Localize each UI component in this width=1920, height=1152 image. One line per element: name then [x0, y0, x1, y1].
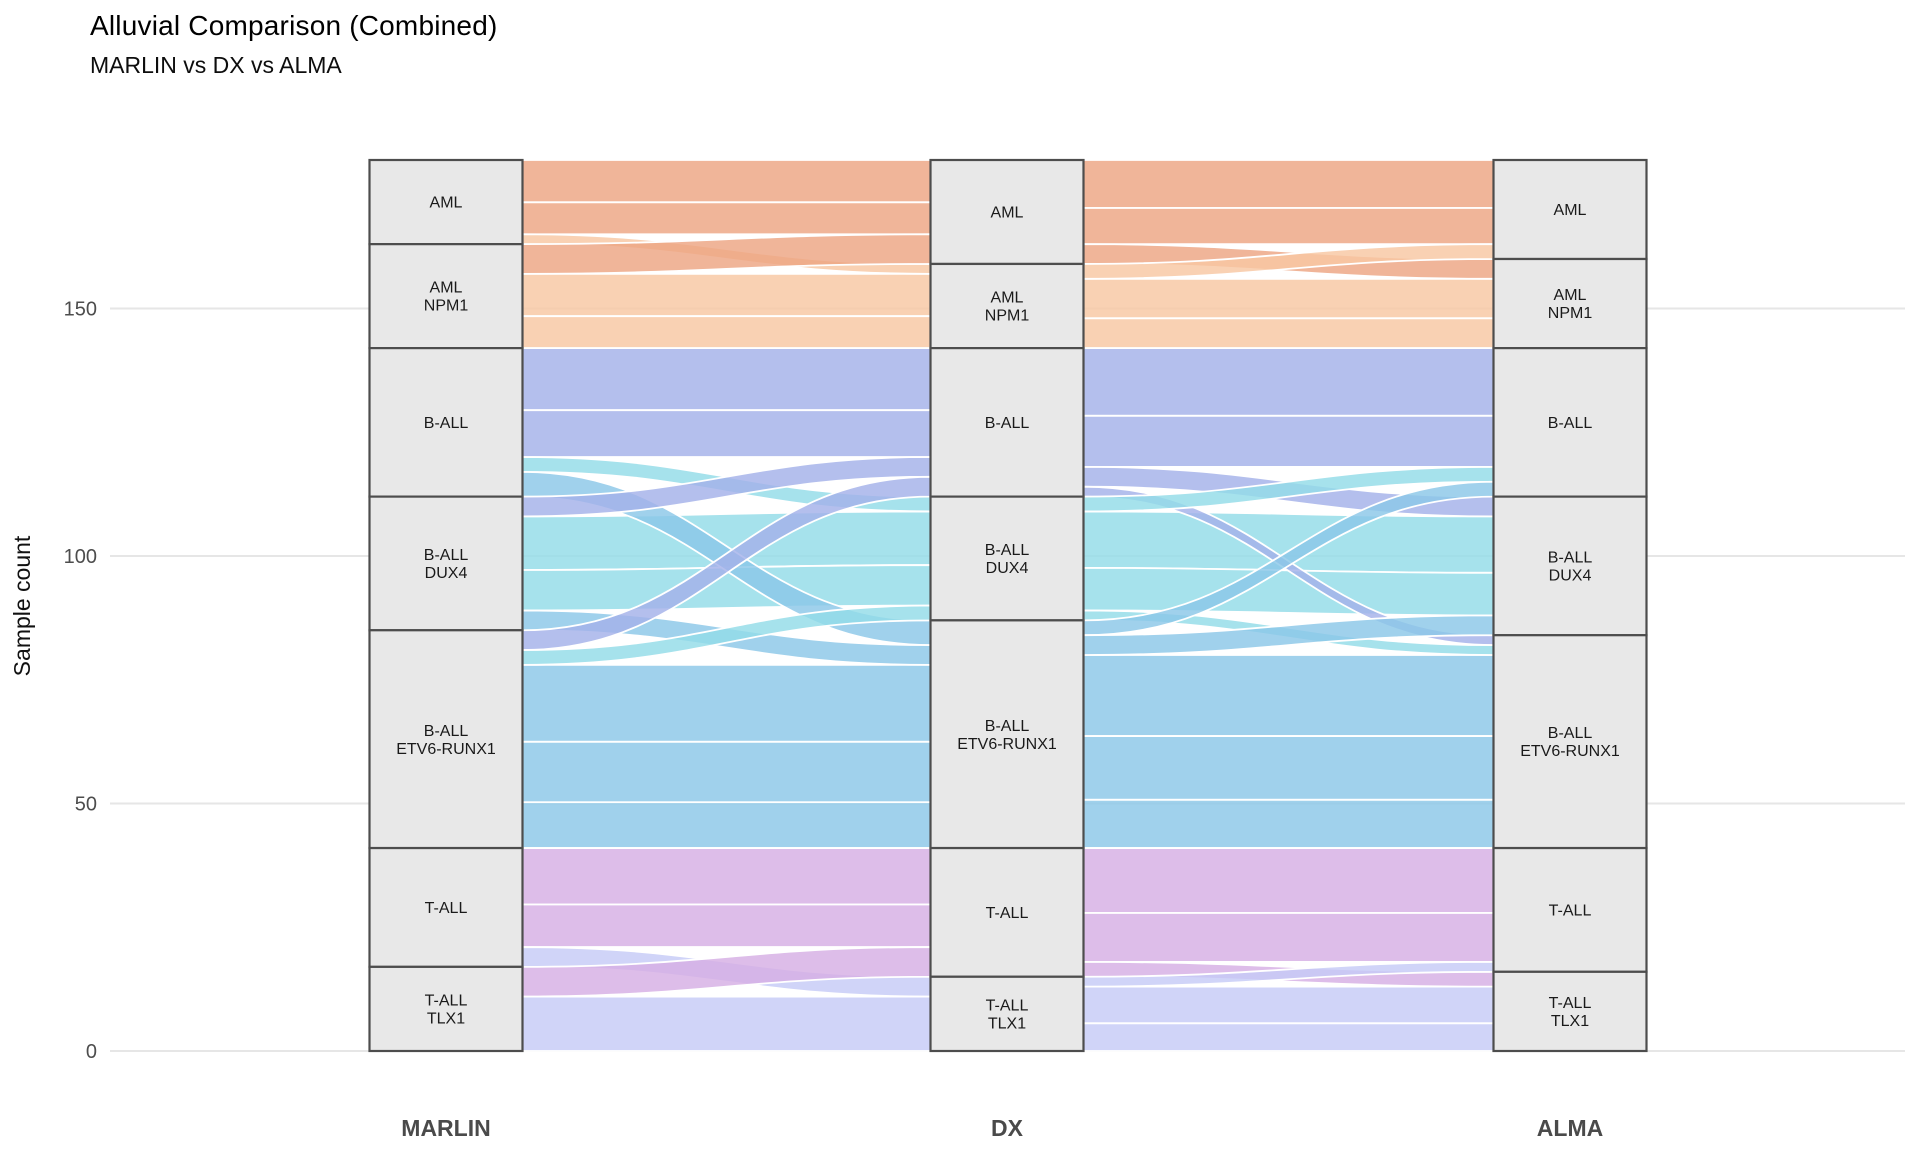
stratum-box-ALMA-AML [1492, 158, 1648, 261]
chart-title: Alluvial Comparison (Combined) [90, 10, 498, 41]
stratum-box-DX-B-ALL DUX4 [929, 495, 1085, 622]
stratum-label-MARLIN-B-ALL ETV6-RUNX1: B-ALL ETV6-RUNX1 [396, 723, 496, 758]
flow-DX-AML NPM1-to-ALMA-AML NPM1 [1082, 277, 1495, 320]
stratum-label-ALMA-AML NPM1: AML NPM1 [1548, 287, 1593, 322]
stratum-box-ALMA-AML NPM1 [1492, 257, 1648, 350]
stratum-label-DX-AML NPM1: AML NPM1 [985, 290, 1030, 325]
flow-DX-AML-to-ALMA-AML-part1 [1082, 207, 1495, 246]
stratum-box-MARLIN-T-ALL [368, 846, 524, 968]
stratum-label-ALMA-B-ALL: B-ALL [1548, 415, 1593, 432]
stratum-label-MARLIN-B-ALL: B-ALL [424, 415, 469, 432]
strata-boxes: AML AML NPM1 B-ALL B-ALL DUX4 B-ALL ETV6-RUNX1 T… [368, 158, 1648, 1053]
stratum-label-DX-B-ALL DUX4: B-ALL DUX4 [985, 542, 1030, 577]
y-tick-label-0: 0 [86, 1041, 97, 1063]
stratum-box-DX-B-ALL [929, 347, 1085, 498]
flow-MARLIN-B-ALL-to-DX-B-ALL-part1 [521, 409, 932, 458]
y-tick-label-150: 150 [64, 299, 97, 321]
flow-DX-B-ALL ETV6-RUNX1-to-ALMA-B-ALL ETV6-RUNX1-part1 [1082, 735, 1495, 801]
chart-subtitle: MARLIN vs DX vs ALMA [90, 52, 342, 78]
flow-MARLIN-B-ALL ETV6-RUNX1-to-DX-B-ALL ETV6-RUNX1-part1 [521, 740, 932, 804]
stratum-label-MARLIN-T-ALL TLX1: T-ALL TLX1 [425, 993, 468, 1028]
axis-annotations: MARLIN DX ALMA Sample count [9, 535, 1603, 1141]
flow-DX-B-ALL-to-ALMA-B-ALL-part1 [1082, 414, 1495, 468]
stratum-label-ALMA-T-ALL TLX1: T-ALL TLX1 [1549, 995, 1592, 1030]
flow-MARLIN-B-ALL ETV6-RUNX1-to-DX-B-ALL ETV6-RUNX1 [521, 663, 932, 743]
flow-DX-T-ALL TLX1-to-ALMA-T-ALL TLX1-part1 [1082, 1022, 1495, 1052]
stratum-label-DX-T-ALL TLX1: T-ALL TLX1 [986, 997, 1029, 1032]
stratum-box-MARLIN-AML [368, 158, 524, 246]
flow-DX-AML NPM1-to-ALMA-AML NPM1-part1 [1082, 317, 1495, 350]
stratum-box-MARLIN-B-ALL ETV6-RUNX1 [368, 629, 524, 850]
stratum-box-ALMA-B-ALL [1492, 347, 1648, 498]
stratum-box-MARLIN-T-ALL TLX1 [368, 965, 524, 1053]
flow-DX-T-ALL-to-ALMA-T-ALL [1082, 847, 1495, 914]
stratum-label-MARLIN-AML NPM1: AML NPM1 [424, 280, 469, 315]
y-tick-label-100: 100 [64, 546, 97, 568]
flow-DX-T-ALL TLX1-to-ALMA-T-ALL TLX1 [1082, 985, 1495, 1025]
stratum-label-DX-AML: AML [991, 205, 1024, 222]
y-tick-label-50: 50 [75, 794, 97, 816]
flow-DX-T-ALL-to-ALMA-T-ALL-part1 [1082, 912, 1495, 963]
flow-DX-B-ALL DUX4-to-ALMA-B-ALL DUX4-part1 [1082, 566, 1495, 617]
stratum-box-DX-AML NPM1 [929, 262, 1085, 350]
axis-label-MARLIN: MARLIN [401, 1115, 490, 1141]
y-axis-title: Sample count [9, 535, 35, 676]
stratum-label-MARLIN-T-ALL: T-ALL [425, 900, 468, 917]
flow-MARLIN-T-ALL-to-DX-T-ALL-part1 [521, 903, 932, 948]
stratum-box-DX-T-ALL TLX1 [929, 975, 1085, 1053]
stratum-box-MARLIN-B-ALL [368, 347, 524, 498]
flow-ribbons [521, 159, 1495, 1052]
flow-DX-AML-to-ALMA-AML [1082, 159, 1495, 209]
axis-label-ALMA: ALMA [1537, 1115, 1603, 1141]
flow-DX-B-ALL ETV6-RUNX1-to-ALMA-B-ALL ETV6-RUNX1-part2 [1082, 798, 1495, 849]
stratum-label-ALMA-B-ALL ETV6-RUNX1: B-ALL ETV6-RUNX1 [1520, 725, 1620, 760]
stratum-box-ALMA-T-ALL [1492, 846, 1648, 973]
flow-MARLIN-B-ALL-to-DX-B-ALL [521, 347, 932, 412]
stratum-label-ALMA-T-ALL: T-ALL [1549, 903, 1592, 920]
stratum-box-ALMA-T-ALL TLX1 [1492, 970, 1648, 1053]
flow-MARLIN-AML-to-DX-AML-part1 [521, 201, 932, 236]
stratum-box-MARLIN-AML NPM1 [368, 243, 524, 350]
stratum-label-ALMA-B-ALL DUX4: B-ALL DUX4 [1548, 550, 1593, 585]
flow-MARLIN-AML NPM1-to-DX-AML NPM1 [521, 272, 932, 318]
stratum-label-MARLIN-AML: AML [430, 195, 463, 212]
stratum-label-MARLIN-B-ALL DUX4: B-ALL DUX4 [424, 547, 469, 582]
flow-MARLIN-AML-to-DX-AML [521, 159, 932, 204]
stratum-box-DX-T-ALL [929, 846, 1085, 978]
flow-DX-B-ALL-to-ALMA-B-ALL [1082, 347, 1495, 417]
stratum-label-DX-B-ALL ETV6-RUNX1: B-ALL ETV6-RUNX1 [957, 718, 1057, 753]
flow-MARLIN-B-ALL ETV6-RUNX1-to-DX-B-ALL ETV6-RUNX1-part2 [521, 801, 932, 849]
flow-MARLIN-T-ALL-to-DX-T-ALL [521, 847, 932, 906]
flow-DX-B-ALL ETV6-RUNX1-to-ALMA-B-ALL ETV6-RUNX1 [1082, 654, 1495, 737]
flow-MARLIN-AML NPM1-to-DX-AML NPM1-part1 [521, 315, 932, 350]
stratum-label-DX-B-ALL: B-ALL [985, 415, 1030, 432]
stratum-label-DX-T-ALL: T-ALL [986, 905, 1029, 922]
stratum-box-ALMA-B-ALL ETV6-RUNX1 [1492, 634, 1648, 850]
axis-label-DX: DX [991, 1115, 1024, 1141]
stratum-label-ALMA-AML: AML [1554, 202, 1587, 219]
flow-MARLIN-T-ALL TLX1-to-DX-T-ALL TLX1 [521, 995, 932, 1052]
